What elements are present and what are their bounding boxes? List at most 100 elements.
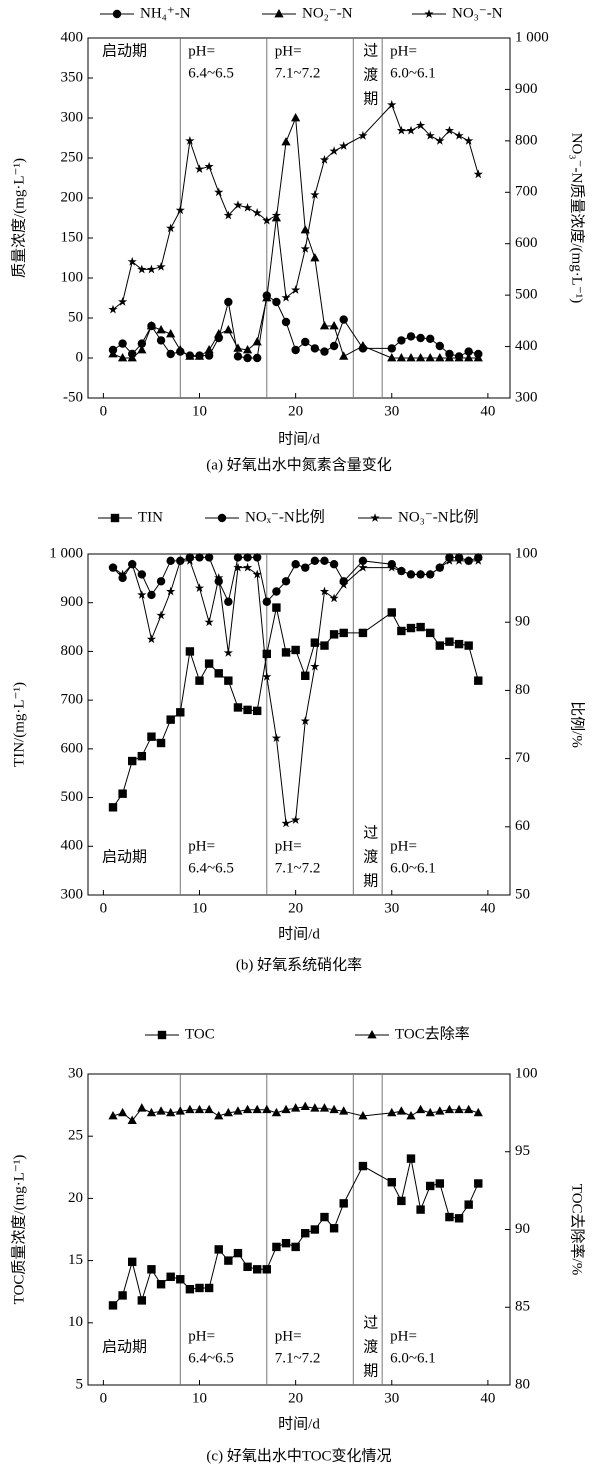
data-point [464, 1104, 474, 1114]
data-point [166, 349, 175, 359]
data-point [396, 566, 406, 575]
data-point [444, 352, 455, 362]
y-tick-label: 1 000 [49, 545, 83, 561]
data-point [473, 1107, 483, 1117]
y-tick-label: 500 [61, 789, 84, 805]
x-tick-label: 10 [192, 900, 207, 916]
data-point [224, 597, 233, 606]
data-point [233, 562, 243, 572]
data-point [329, 146, 339, 156]
legend-marker [157, 1030, 167, 1040]
y-tick-label: 700 [61, 692, 84, 708]
data-point [464, 641, 473, 650]
phase-label: 启动期 [102, 848, 147, 865]
data-point [281, 1238, 291, 1248]
data-point [272, 297, 281, 307]
data-point [271, 210, 281, 220]
data-point [175, 1106, 185, 1115]
chart-caption: (c) 好氧出水中TOC变化情况 [206, 1447, 391, 1464]
data-point [262, 215, 272, 225]
data-point [300, 716, 310, 725]
data-point [243, 553, 252, 562]
legend-marker [110, 513, 120, 523]
y2-axis-label: TOC去除率/% [569, 1184, 586, 1275]
data-point [204, 161, 214, 171]
series-line [112, 103, 479, 310]
data-point [242, 562, 253, 572]
data-point [204, 617, 214, 627]
data-point [127, 1115, 137, 1125]
data-point [464, 347, 473, 356]
data-point [137, 570, 147, 579]
data-point [320, 641, 329, 650]
data-point [291, 1242, 300, 1252]
data-point [329, 341, 339, 351]
y-tick-label: 150 [61, 229, 84, 245]
data-point [415, 352, 426, 362]
data-point [358, 628, 368, 638]
x-tick-label: 10 [192, 1390, 207, 1406]
data-point [137, 751, 147, 761]
data-point [262, 1104, 272, 1114]
phase-label: pH= [390, 43, 417, 59]
data-point [272, 587, 281, 596]
data-point [127, 352, 137, 362]
data-point [108, 1110, 118, 1120]
y-tick-label: 800 [61, 643, 84, 659]
data-point [396, 352, 406, 362]
data-point [156, 262, 166, 271]
data-point [300, 244, 310, 253]
phase-label: pH= [390, 838, 417, 854]
data-point [387, 1178, 396, 1187]
data-point [474, 676, 483, 685]
y-tick-label: 250 [61, 149, 84, 165]
data-point [108, 562, 118, 572]
data-point [406, 623, 416, 633]
y-tick-label: 5 [76, 1376, 84, 1392]
data-point [137, 344, 147, 354]
data-point [108, 803, 118, 812]
data-point [339, 1106, 349, 1115]
data-point [156, 738, 166, 748]
data-point [339, 351, 349, 360]
y-tick-label: 300 [61, 886, 84, 902]
data-point [137, 264, 147, 274]
data-point [291, 815, 301, 824]
data-point [108, 1301, 118, 1310]
data-point [435, 1179, 445, 1188]
data-point [233, 1248, 243, 1258]
data-point [175, 344, 185, 354]
y-tick-label: 50 [68, 309, 83, 325]
data-point [252, 336, 262, 346]
data-point [195, 553, 204, 562]
data-point [156, 336, 166, 345]
data-point [272, 1242, 281, 1252]
data-point [454, 352, 464, 362]
data-point [319, 155, 330, 164]
y2-tick-label: 80 [515, 1376, 530, 1392]
data-point [223, 210, 233, 220]
data-point [396, 125, 406, 135]
data-point [252, 553, 262, 562]
data-point [252, 208, 262, 217]
data-point [243, 353, 252, 363]
data-point [425, 352, 435, 362]
data-point [358, 556, 368, 566]
phase-label: pH= [275, 838, 302, 854]
phase-label: 过 [363, 42, 378, 59]
data-point [291, 345, 300, 355]
data-point [387, 344, 396, 353]
data-point [166, 715, 175, 724]
data-point [242, 202, 253, 212]
plot-frame [87, 37, 511, 399]
data-point [185, 351, 195, 360]
data-point [146, 634, 157, 644]
data-point [185, 1285, 195, 1294]
data-point [473, 555, 483, 565]
y2-tick-label: 300 [515, 389, 538, 405]
y2-tick-label: 90 [515, 1221, 530, 1237]
legend-label: NO₃⁻-N比例 [398, 508, 479, 525]
data-point [214, 187, 224, 197]
data-point [358, 130, 368, 140]
